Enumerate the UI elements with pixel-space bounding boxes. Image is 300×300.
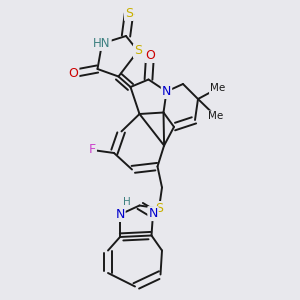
Text: S: S	[155, 202, 163, 215]
Text: S: S	[134, 44, 142, 58]
Text: N: N	[115, 208, 125, 221]
Text: F: F	[89, 143, 96, 157]
Text: HN: HN	[93, 37, 111, 50]
Text: O: O	[69, 67, 78, 80]
Text: N: N	[162, 85, 171, 98]
Text: O: O	[145, 49, 155, 62]
Text: Me: Me	[210, 83, 225, 94]
Text: Me: Me	[208, 111, 224, 122]
Text: N: N	[148, 207, 158, 220]
Text: H: H	[123, 197, 130, 207]
Text: S: S	[125, 7, 133, 20]
